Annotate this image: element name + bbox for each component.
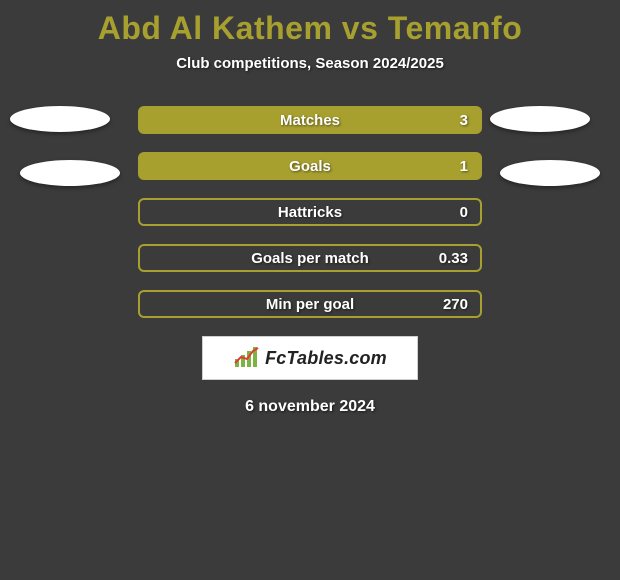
- watermark-text: FcTables.com: [265, 348, 387, 369]
- decorative-ellipse: [20, 160, 120, 186]
- date-text: 6 november 2024: [0, 398, 620, 416]
- stat-row: Goals per match 0.33: [138, 244, 482, 272]
- chart-icon: [233, 347, 259, 369]
- stat-row: Min per goal 270: [138, 290, 482, 318]
- stat-label: Hattricks: [278, 204, 342, 221]
- stat-value: 0: [460, 204, 468, 221]
- subtitle: Club competitions, Season 2024/2025: [0, 55, 620, 72]
- stat-label: Matches: [280, 112, 340, 129]
- stat-label: Goals per match: [251, 250, 369, 267]
- stat-label: Goals: [289, 158, 331, 175]
- stat-row: Matches 3: [138, 106, 482, 134]
- decorative-ellipse: [10, 106, 110, 132]
- decorative-ellipse: [500, 160, 600, 186]
- stat-row: Goals 1: [138, 152, 482, 180]
- watermark: FcTables.com: [202, 336, 418, 380]
- page-title: Abd Al Kathem vs Temanfo: [0, 0, 620, 47]
- stat-value: 0.33: [439, 250, 468, 267]
- chart-area: Matches 3 Goals 1 Hattricks 0 Goals per match 0…: [0, 106, 620, 318]
- stat-value: 1: [460, 158, 468, 175]
- stat-rows: Matches 3 Goals 1 Hattricks 0 Goals per match 0…: [138, 106, 482, 318]
- decorative-ellipse: [490, 106, 590, 132]
- stat-value: 3: [460, 112, 468, 129]
- stat-label: Min per goal: [266, 296, 354, 313]
- stat-row: Hattricks 0: [138, 198, 482, 226]
- stat-value: 270: [443, 296, 468, 313]
